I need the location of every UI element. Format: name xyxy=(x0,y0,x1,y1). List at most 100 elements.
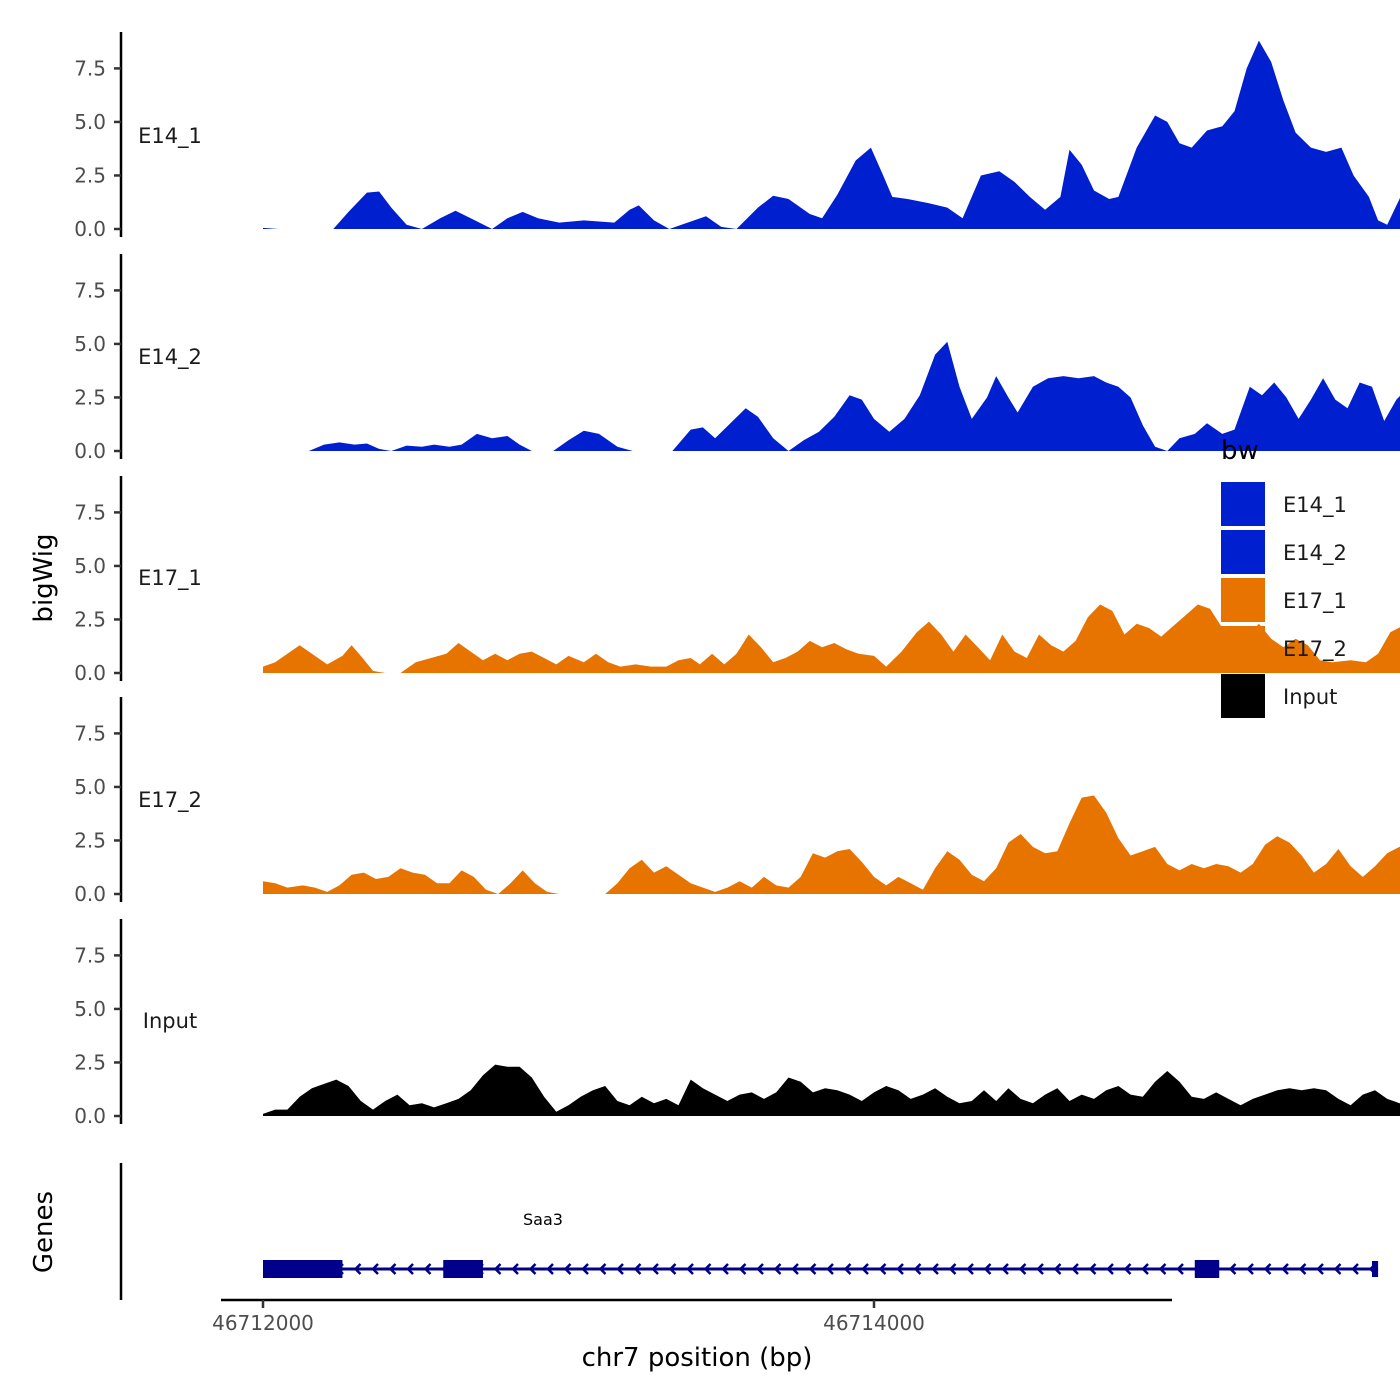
y-tick-label-input-0: 0.0 xyxy=(74,1104,106,1128)
track-label-e17-2: E17_2 xyxy=(138,788,202,813)
gene-strand-arrow xyxy=(913,1263,922,1275)
y-tick-label-e17-2-0: 0.0 xyxy=(74,882,106,906)
gene-strand-arrow xyxy=(703,1263,712,1275)
gene-strand-arrow xyxy=(406,1263,414,1275)
track-label-e14-2: E14_2 xyxy=(138,345,202,370)
gene-end-cap-1 xyxy=(1371,1261,1379,1277)
gene-strand-arrow xyxy=(563,1263,572,1275)
track-panel-input: 0.0 2.5 5.0 7.5 Input xyxy=(74,919,197,1128)
gene-strand-arrow xyxy=(791,1263,799,1275)
gene-strand-arrow xyxy=(896,1263,904,1275)
y-tick-label-e14-2-3: 7.5 xyxy=(74,278,106,302)
y-tick-label-e14-1-3: 7.5 xyxy=(74,56,106,80)
y-tick-label-e17-1-2: 5.0 xyxy=(74,554,106,578)
y-tick-label-e14-1-1: 2.5 xyxy=(74,163,106,187)
legend-swatch-e14-2 xyxy=(1221,530,1265,574)
gene-strand-arrow xyxy=(1106,1263,1114,1275)
gene-strand-arrow xyxy=(651,1263,659,1275)
gene-strand-arrow xyxy=(493,1263,502,1275)
gene-strand-arrow xyxy=(931,1263,939,1275)
gene-strand-arrow xyxy=(878,1263,887,1275)
gene-strand-arrow xyxy=(1018,1263,1027,1275)
y-tick-label-input-2: 5.0 xyxy=(74,997,106,1021)
area-e17-1 xyxy=(263,604,1400,673)
gene-strand-arrow xyxy=(1263,1263,1272,1275)
gene-strand-arrow xyxy=(1281,1263,1289,1275)
track-label-e14-1: E14_1 xyxy=(138,124,202,149)
y-tick-label-e14-1-2: 5.0 xyxy=(74,110,106,134)
x-axis: 467120004671400046716000 chr7 position (… xyxy=(212,1298,1172,1373)
y-tick-label-e17-1-3: 7.5 xyxy=(74,500,106,524)
gene-strand-arrow xyxy=(511,1263,519,1275)
legend-items: E14_1 E14_2 E17_1 E17_2 Input xyxy=(1221,482,1347,718)
x-tick-label-0: 46712000 xyxy=(212,1311,314,1335)
y-axis-e14-2: 0.0 2.5 5.0 7.5 xyxy=(74,254,123,463)
y-axis-input: 0.0 2.5 5.0 7.5 xyxy=(74,919,123,1128)
genes-track: Genes Saa3 xyxy=(29,1163,1379,1300)
legend-label-e17-1: E17_1 xyxy=(1283,589,1347,614)
genes-track-title: Genes xyxy=(29,1191,59,1273)
y-tick-label-e14-1-0: 0.0 xyxy=(74,217,106,241)
y-axis-title: bigWig xyxy=(29,533,59,622)
gene-strand-arrow xyxy=(826,1263,834,1275)
gene-strand-arrow xyxy=(423,1263,432,1275)
gene-strand-arrow xyxy=(528,1263,537,1275)
track-panel-e17-1: 0.0 2.5 5.0 7.5 E17_1 xyxy=(74,476,202,685)
gene-strand-arrow xyxy=(861,1263,869,1275)
y-tick-label-e17-1-1: 2.5 xyxy=(74,607,106,631)
gene-strand-arrow xyxy=(1036,1263,1044,1275)
legend-swatch-e17-1 xyxy=(1221,578,1265,622)
gene-strand-arrow xyxy=(1246,1263,1254,1275)
gene-model-saa3 xyxy=(263,1260,1379,1278)
y-tick-label-e17-2-2: 5.0 xyxy=(74,775,106,799)
gene-strand-arrow xyxy=(371,1263,379,1275)
x-tick-label-1: 46714000 xyxy=(823,1311,925,1335)
gene-strand-arrow xyxy=(1141,1263,1149,1275)
gene-strand-arrow xyxy=(721,1263,729,1275)
legend-label-e14-2: E14_2 xyxy=(1283,541,1347,566)
gene-strand-arrow xyxy=(756,1263,764,1275)
gene-strand-arrow xyxy=(1123,1263,1132,1275)
gene-strand-arrow xyxy=(1053,1263,1062,1275)
x-axis-ticks: 467120004671400046716000 xyxy=(212,1300,925,1335)
y-tick-label-e14-2-1: 2.5 xyxy=(74,385,106,409)
track-label-input: Input xyxy=(143,1009,197,1033)
gene-strand-arrow xyxy=(1316,1263,1324,1275)
gene-strand-arrow xyxy=(616,1263,624,1275)
gene-exon-2 xyxy=(1194,1260,1220,1278)
gene-strand-arrow xyxy=(1228,1263,1237,1275)
legend-swatch-e14-1 xyxy=(1221,482,1265,526)
gene-exon-1 xyxy=(443,1260,483,1278)
area-input xyxy=(263,1064,1400,1116)
signal-areas xyxy=(263,40,1400,1116)
gene-strand-arrow xyxy=(948,1263,957,1275)
y-axis-e17-1: 0.0 2.5 5.0 7.5 xyxy=(74,476,123,685)
track-panel-e17-2: 0.0 2.5 5.0 7.5 E17_2 xyxy=(74,697,202,906)
y-tick-label-e17-1-0: 0.0 xyxy=(74,661,106,685)
gene-label-saa3: Saa3 xyxy=(523,1210,563,1229)
legend-title: bw xyxy=(1221,436,1259,466)
gene-strand-arrow xyxy=(581,1263,589,1275)
gene-strand-arrow xyxy=(1001,1263,1009,1275)
gene-strand-arrow xyxy=(738,1263,747,1275)
gene-strand-arrow xyxy=(1158,1263,1167,1275)
legend-label-e17-2: E17_2 xyxy=(1283,637,1347,662)
track-label-e17-1: E17_1 xyxy=(138,566,202,591)
gene-strand-arrow xyxy=(773,1263,782,1275)
y-tick-label-input-1: 2.5 xyxy=(74,1050,106,1074)
gene-strand-arrow xyxy=(686,1263,694,1275)
legend-label-input: Input xyxy=(1283,685,1337,709)
legend: bw E14_1 E14_2 E17_1 E17_2 Input xyxy=(1221,436,1347,718)
y-tick-label-e17-2-1: 2.5 xyxy=(74,828,106,852)
gene-strand-arrow xyxy=(1351,1263,1359,1275)
gene-exon-0 xyxy=(263,1260,343,1278)
gene-strand-arrow xyxy=(388,1263,397,1275)
area-e14-2 xyxy=(308,341,1400,451)
gene-strand-arrow xyxy=(1176,1263,1184,1275)
gene-strand-arrow xyxy=(353,1263,362,1275)
y-tick-label-e14-2-2: 5.0 xyxy=(74,332,106,356)
track-panel-e14-2: 0.0 2.5 5.0 7.5 E14_2 xyxy=(74,254,202,463)
gene-strand-arrow xyxy=(1071,1263,1079,1275)
y-tick-label-e14-2-0: 0.0 xyxy=(74,439,106,463)
